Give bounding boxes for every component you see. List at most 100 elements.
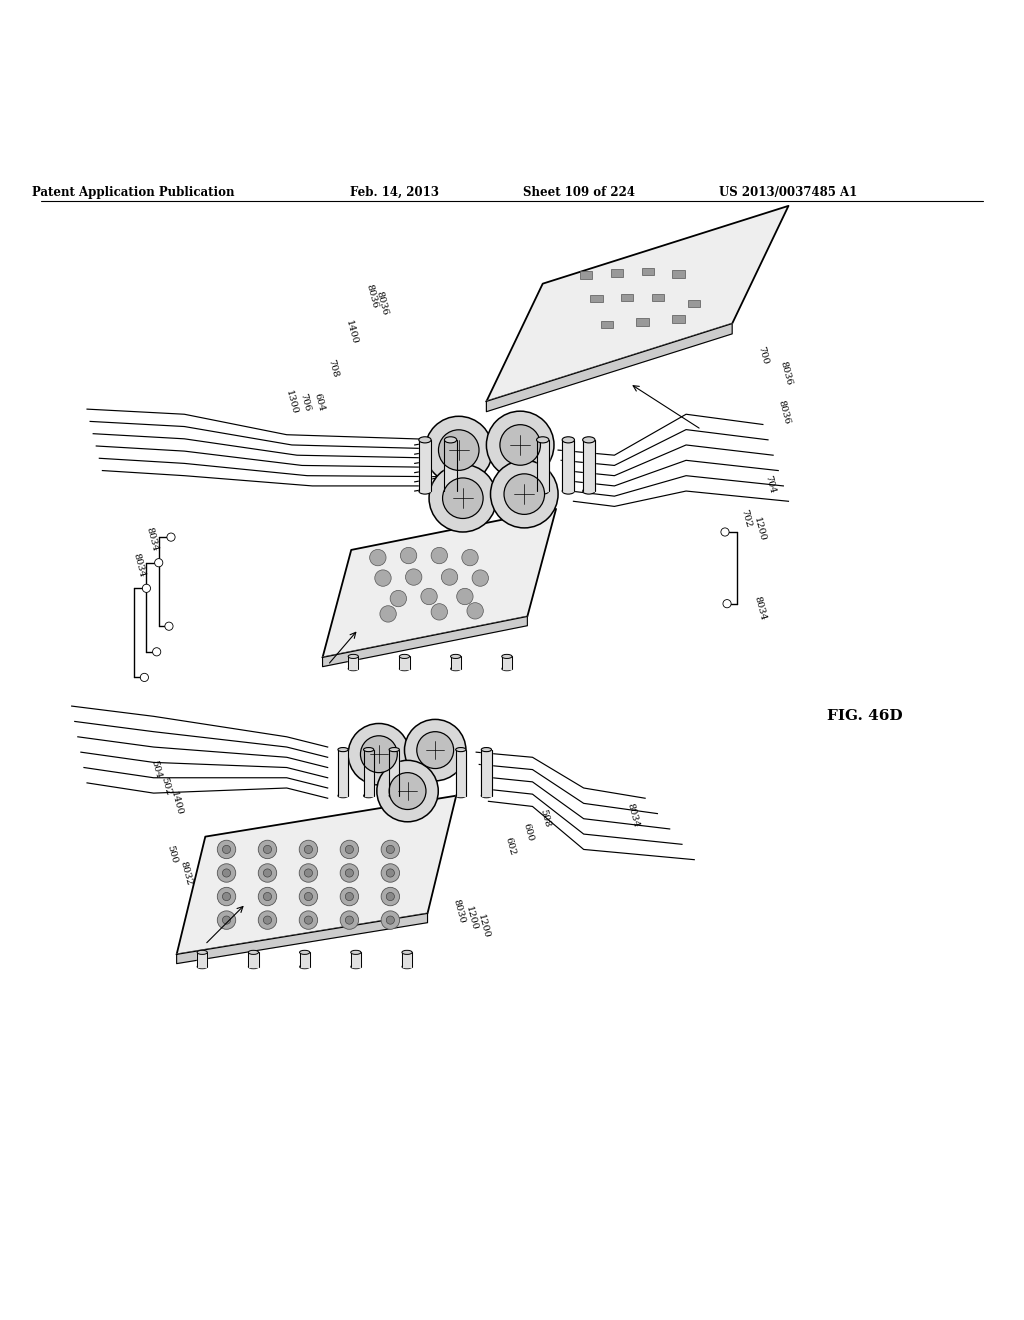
Text: 8030: 8030 bbox=[452, 898, 466, 924]
Circle shape bbox=[457, 589, 473, 605]
Polygon shape bbox=[176, 913, 428, 964]
Polygon shape bbox=[444, 440, 457, 491]
FancyBboxPatch shape bbox=[590, 294, 602, 302]
Polygon shape bbox=[248, 952, 258, 966]
Circle shape bbox=[217, 887, 236, 906]
Ellipse shape bbox=[197, 965, 207, 969]
Polygon shape bbox=[338, 750, 348, 796]
Circle shape bbox=[340, 841, 358, 858]
Ellipse shape bbox=[348, 667, 358, 671]
Polygon shape bbox=[348, 656, 358, 669]
Text: 1400: 1400 bbox=[169, 791, 183, 817]
Circle shape bbox=[263, 892, 271, 900]
Ellipse shape bbox=[419, 437, 431, 444]
Polygon shape bbox=[197, 952, 207, 966]
Text: 502: 502 bbox=[159, 776, 173, 796]
Circle shape bbox=[375, 570, 391, 586]
Circle shape bbox=[360, 735, 397, 772]
Text: 600: 600 bbox=[521, 822, 536, 842]
Circle shape bbox=[381, 887, 399, 906]
Polygon shape bbox=[451, 656, 461, 669]
Ellipse shape bbox=[399, 655, 410, 659]
Text: 504: 504 bbox=[148, 759, 163, 780]
Circle shape bbox=[389, 772, 426, 809]
Text: 8036: 8036 bbox=[365, 284, 379, 309]
Circle shape bbox=[222, 892, 230, 900]
Polygon shape bbox=[419, 440, 431, 491]
Circle shape bbox=[167, 533, 175, 541]
Circle shape bbox=[381, 863, 399, 882]
Text: 604: 604 bbox=[312, 392, 327, 412]
Ellipse shape bbox=[364, 793, 374, 797]
Text: 508: 508 bbox=[538, 809, 552, 829]
Circle shape bbox=[381, 841, 399, 858]
Circle shape bbox=[486, 411, 554, 479]
Circle shape bbox=[340, 911, 358, 929]
FancyBboxPatch shape bbox=[672, 271, 684, 277]
Text: 8034: 8034 bbox=[132, 553, 146, 579]
Ellipse shape bbox=[399, 667, 410, 671]
Ellipse shape bbox=[389, 793, 399, 797]
Ellipse shape bbox=[456, 747, 466, 751]
Ellipse shape bbox=[481, 747, 492, 751]
Circle shape bbox=[390, 590, 407, 607]
Circle shape bbox=[140, 673, 148, 681]
Circle shape bbox=[377, 760, 438, 822]
Circle shape bbox=[723, 599, 731, 607]
FancyBboxPatch shape bbox=[621, 294, 633, 301]
FancyBboxPatch shape bbox=[688, 300, 700, 308]
Circle shape bbox=[263, 916, 271, 924]
Text: 8034: 8034 bbox=[144, 527, 159, 552]
Circle shape bbox=[153, 648, 161, 656]
Ellipse shape bbox=[299, 950, 309, 954]
Polygon shape bbox=[481, 750, 492, 796]
Circle shape bbox=[222, 869, 230, 876]
Polygon shape bbox=[486, 323, 732, 412]
Polygon shape bbox=[299, 952, 309, 966]
Text: 500: 500 bbox=[165, 845, 179, 865]
Circle shape bbox=[155, 558, 163, 566]
Circle shape bbox=[504, 474, 545, 515]
Circle shape bbox=[142, 585, 151, 593]
Polygon shape bbox=[583, 440, 595, 491]
Circle shape bbox=[442, 478, 483, 519]
Ellipse shape bbox=[537, 488, 549, 494]
Circle shape bbox=[340, 887, 358, 906]
Circle shape bbox=[345, 916, 353, 924]
Circle shape bbox=[345, 869, 353, 876]
Circle shape bbox=[380, 606, 396, 622]
Circle shape bbox=[406, 569, 422, 585]
Ellipse shape bbox=[419, 488, 431, 494]
Ellipse shape bbox=[562, 488, 574, 494]
Ellipse shape bbox=[537, 437, 549, 444]
Text: Feb. 14, 2013: Feb. 14, 2013 bbox=[350, 186, 438, 198]
Ellipse shape bbox=[481, 793, 492, 797]
Circle shape bbox=[299, 841, 317, 858]
Polygon shape bbox=[562, 440, 574, 491]
FancyBboxPatch shape bbox=[636, 318, 649, 326]
Text: 8036: 8036 bbox=[779, 360, 794, 387]
Polygon shape bbox=[323, 510, 556, 657]
Polygon shape bbox=[323, 616, 527, 667]
Ellipse shape bbox=[456, 793, 466, 797]
Text: 1400: 1400 bbox=[344, 319, 358, 346]
Circle shape bbox=[165, 622, 173, 631]
Circle shape bbox=[462, 549, 478, 566]
Polygon shape bbox=[176, 796, 457, 954]
Circle shape bbox=[438, 430, 479, 470]
Circle shape bbox=[299, 911, 317, 929]
Polygon shape bbox=[350, 952, 361, 966]
Circle shape bbox=[467, 603, 483, 619]
Text: 8032: 8032 bbox=[179, 859, 194, 886]
Text: 706: 706 bbox=[298, 392, 312, 412]
Circle shape bbox=[340, 863, 358, 882]
Circle shape bbox=[304, 916, 312, 924]
Ellipse shape bbox=[583, 437, 595, 444]
Circle shape bbox=[431, 548, 447, 564]
FancyBboxPatch shape bbox=[672, 315, 684, 322]
Circle shape bbox=[472, 570, 488, 586]
Text: 700: 700 bbox=[756, 345, 770, 364]
Text: 1200: 1200 bbox=[476, 913, 490, 940]
Ellipse shape bbox=[338, 747, 348, 751]
Ellipse shape bbox=[502, 667, 512, 671]
